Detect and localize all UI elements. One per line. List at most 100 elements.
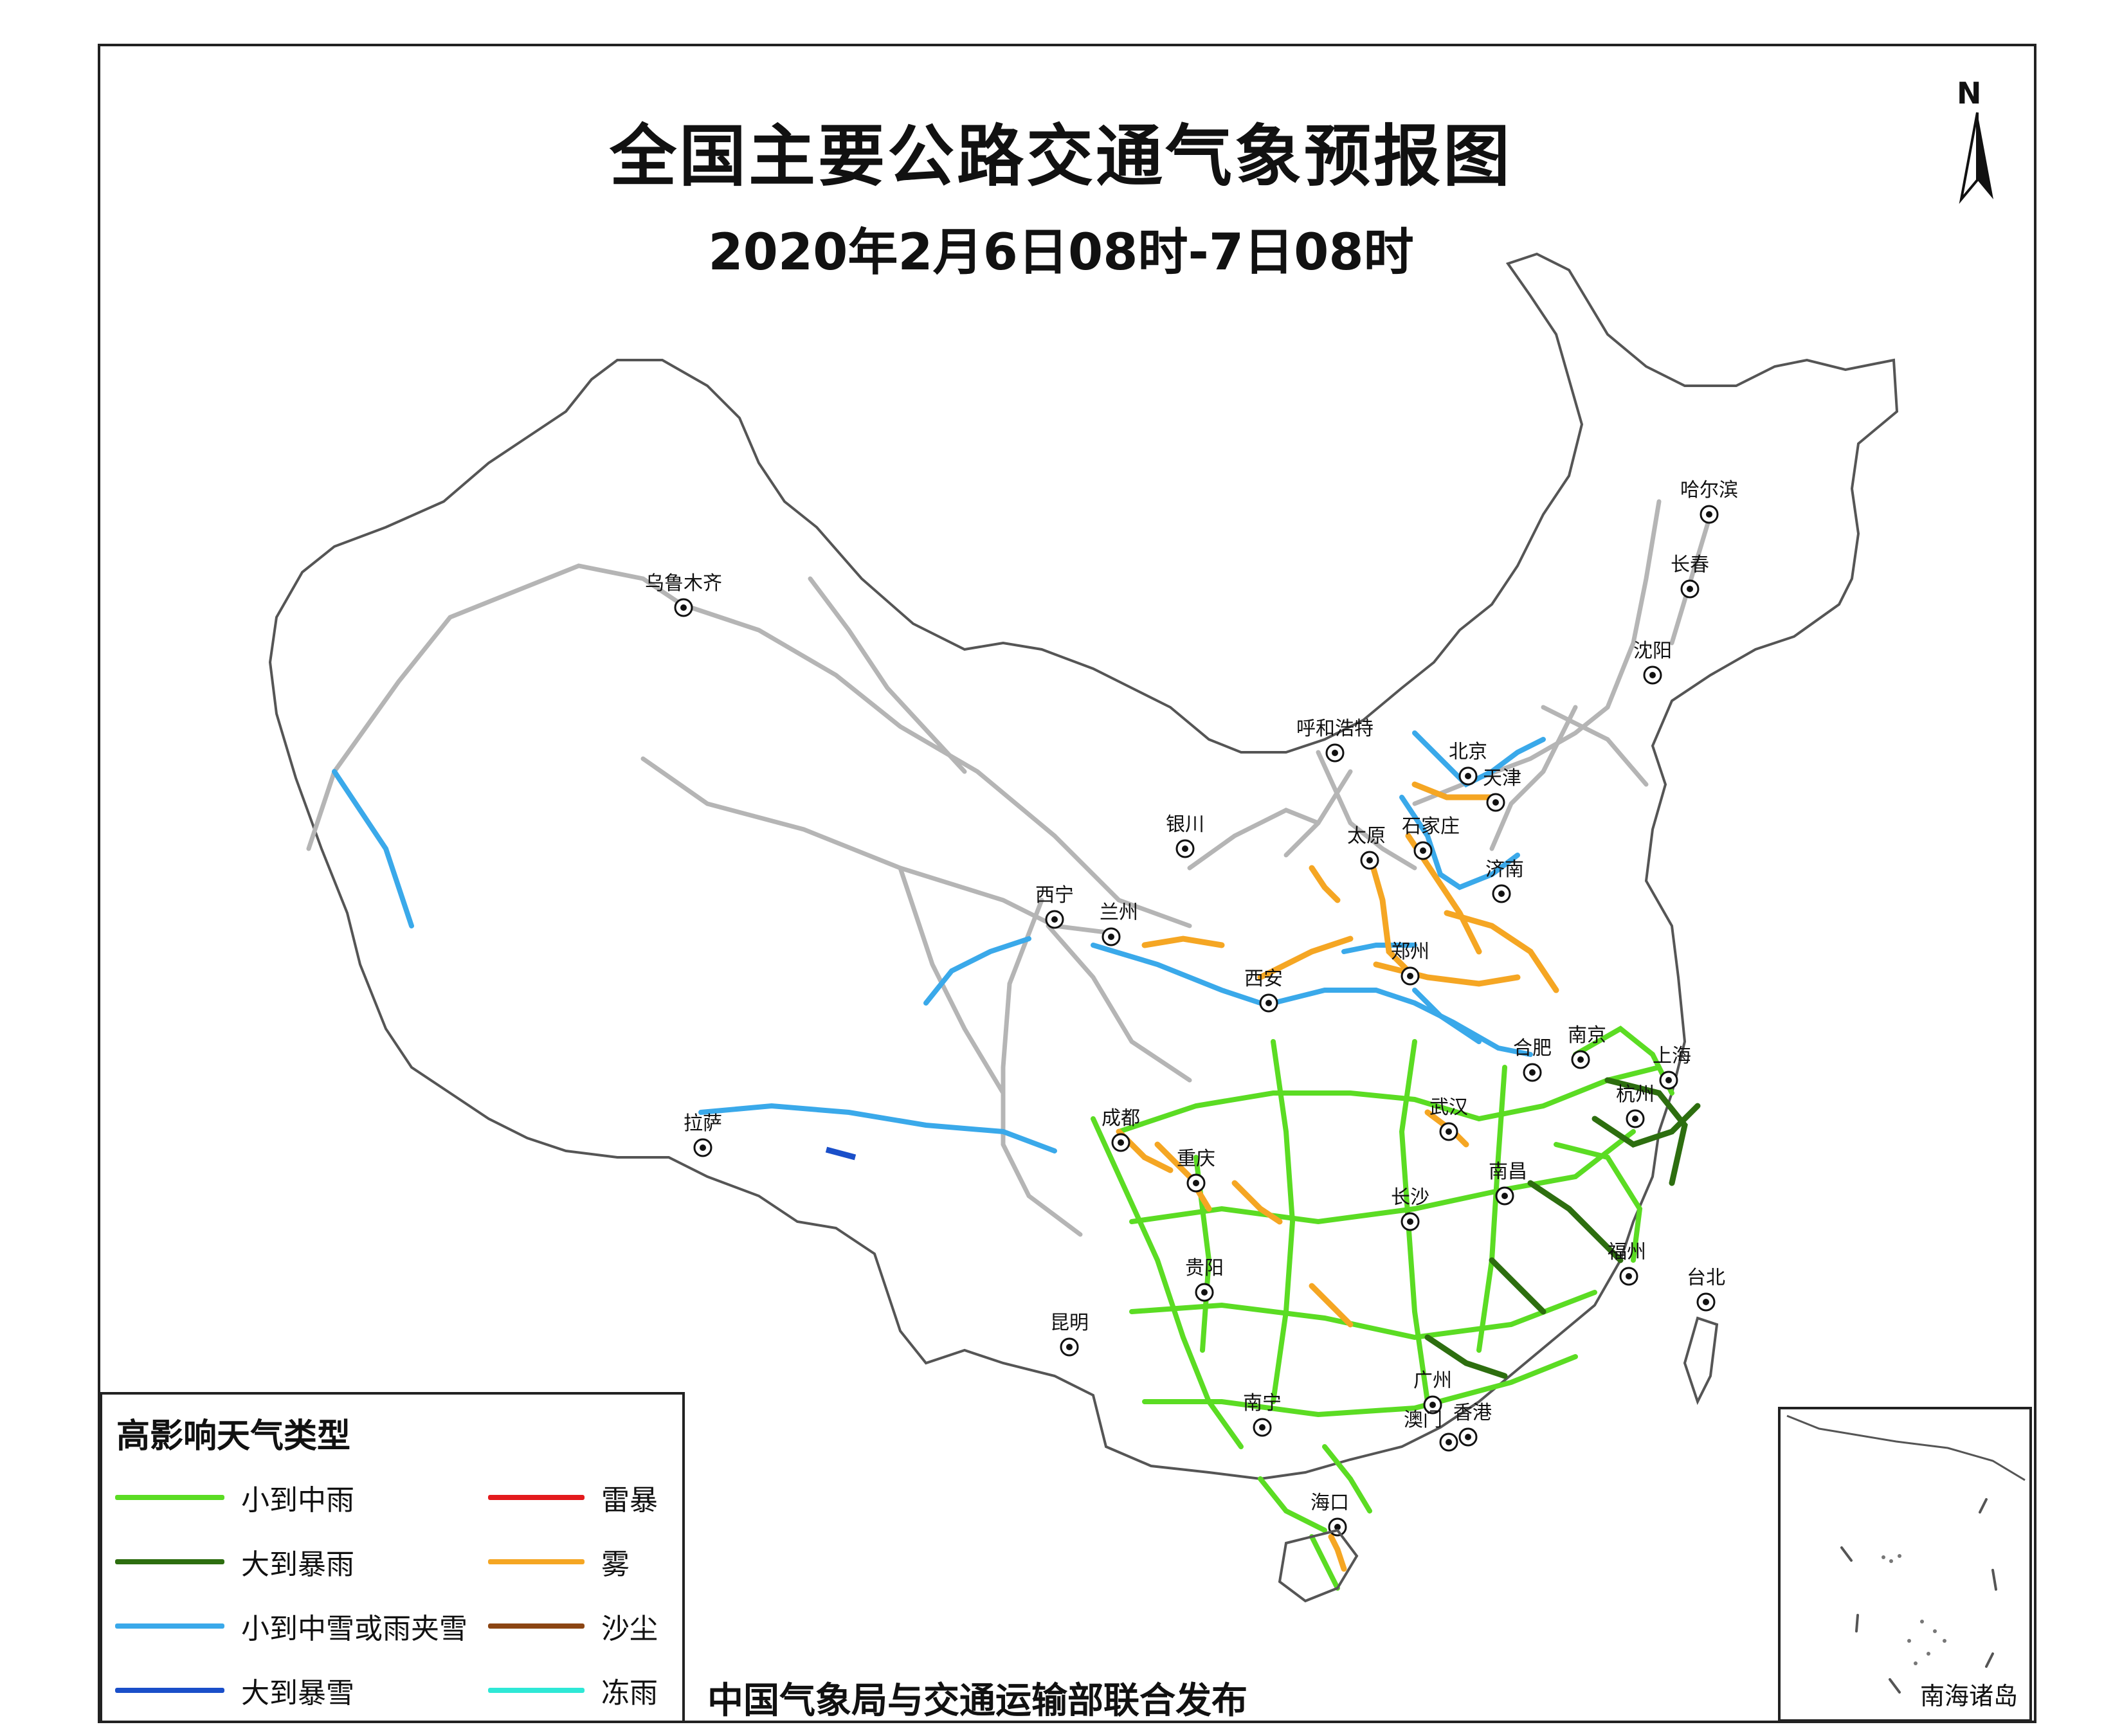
city-chongqing: 重庆 (1177, 1148, 1215, 1193)
city-label: 哈尔滨 (1680, 479, 1738, 502)
city-shenyang: 沈阳 (1633, 640, 1672, 685)
city-xian: 西安 (1244, 968, 1283, 1013)
city-label: 南宁 (1243, 1392, 1282, 1415)
road-network (306, 499, 1713, 1237)
legend-title: 高影响天气类型 (116, 1417, 351, 1456)
legend-item-thunderstorm: 雷暴 (488, 1478, 658, 1517)
city-label: 呼和浩特 (1296, 718, 1374, 740)
legend-label: 冻雨 (601, 1677, 658, 1710)
legend-label: 小到中雨 (241, 1484, 354, 1517)
inset-label: 南海诸岛 (1919, 1682, 2018, 1710)
city-taipei: 台北 (1687, 1267, 1725, 1312)
legend-label: 小到中雪或雨夹雪 (241, 1613, 467, 1645)
publisher-credit: 中国气象局与交通运输部联合发布 (707, 1680, 1247, 1722)
map-title: 全国主要公路交通气象预报图 (609, 117, 1512, 195)
city-label: 长春 (1671, 554, 1709, 576)
map-subtitle: 2020年2月6日08时-7日08时 (708, 224, 1414, 282)
city-fuzhou: 福州 (1608, 1241, 1646, 1286)
legend-item-dust: 沙尘 (488, 1607, 658, 1645)
snow-routes (332, 730, 1546, 1153)
city-label: 乌鲁木齐 (645, 572, 722, 595)
city-label: 广州 (1413, 1370, 1452, 1392)
city-label: 香港 (1453, 1402, 1492, 1424)
city-macau: 澳门 (1404, 1409, 1458, 1452)
heavy-rain-routes (1424, 1077, 1701, 1379)
legend-item-light-rain: 小到中雨 (115, 1478, 354, 1517)
city-jinan: 济南 (1485, 858, 1524, 903)
legend-swatch (488, 1688, 585, 1693)
city-kunming: 昆明 (1050, 1312, 1089, 1357)
legend-label: 大到暴雨 (241, 1548, 354, 1581)
city-changsha: 长沙 (1391, 1186, 1429, 1231)
legend-item-freezing-rain: 冻雨 (488, 1671, 658, 1710)
legend-swatch (115, 1623, 224, 1629)
city-taiyuan: 太原 (1347, 825, 1386, 870)
city-label: 太原 (1347, 825, 1386, 847)
legend-item-heavy-rain: 大到暴雨 (115, 1542, 354, 1581)
city-xining: 西宁 (1035, 884, 1074, 929)
city-label: 济南 (1485, 858, 1524, 881)
north-arrow-label: N (1957, 76, 1982, 111)
city-label: 南京 (1568, 1024, 1606, 1047)
legend-item-heavy-snow: 大到暴雪 (115, 1671, 354, 1710)
city-label: 南昌 (1489, 1161, 1527, 1183)
city-label: 澳门 (1404, 1409, 1442, 1431)
legend-item-fog: 雾 (488, 1542, 630, 1581)
city-tianjin: 天津 (1483, 767, 1521, 812)
taiwan-outline (1683, 1316, 1719, 1406)
city-guangzhou: 广州 (1413, 1370, 1452, 1415)
city-label: 西宁 (1035, 884, 1074, 907)
china-outline (268, 252, 1899, 1481)
city-label: 贵阳 (1185, 1257, 1224, 1279)
city-label: 海口 (1310, 1492, 1349, 1514)
city-nanchang: 南昌 (1489, 1161, 1527, 1206)
legend: 高影响天气类型 小到中雨 大到暴雨 小到中雪或雨夹雪 大到暴雪 雷暴 雾 沙尘 … (100, 1392, 685, 1723)
south-china-sea-inset: 南海诸岛 (1778, 1407, 2032, 1722)
heavy-snow-route (825, 1146, 857, 1161)
city-label: 石家庄 (1402, 815, 1460, 838)
city-hohhot: 呼和浩特 (1296, 718, 1374, 763)
city-hefei: 合肥 (1513, 1037, 1552, 1082)
legend-swatch (488, 1559, 585, 1564)
hainan-outline (1278, 1528, 1359, 1603)
city-changchun: 长春 (1671, 554, 1709, 599)
city-wuhan: 武汉 (1429, 1096, 1468, 1141)
city-label: 拉萨 (684, 1112, 722, 1135)
city-label: 昆明 (1050, 1312, 1089, 1334)
city-yinchuan: 银川 (1166, 813, 1204, 858)
legend-swatch (488, 1623, 585, 1629)
city-markers: 哈尔滨 长春 沈阳 乌鲁木齐 呼和浩特 北京 天津 银川 太原 石家庄 济南 西… (645, 479, 1738, 1537)
legend-label: 大到暴雪 (241, 1677, 354, 1710)
city-label: 西安 (1244, 968, 1283, 990)
city-label: 上海 (1653, 1045, 1691, 1067)
city-label: 沈阳 (1633, 640, 1672, 662)
city-nanjing: 南京 (1568, 1024, 1606, 1069)
city-label: 成都 (1102, 1107, 1140, 1130)
legend-label: 雾 (601, 1548, 630, 1581)
city-label: 北京 (1449, 741, 1487, 763)
legend-swatch (115, 1495, 224, 1500)
city-beijing: 北京 (1449, 741, 1487, 786)
city-label: 兰州 (1100, 901, 1138, 924)
city-shanghai: 上海 (1653, 1045, 1691, 1090)
legend-item-light-snow: 小到中雪或雨夹雪 (115, 1607, 467, 1645)
legend-label: 雷暴 (601, 1484, 658, 1517)
north-arrow-icon (1959, 112, 1993, 204)
city-label: 银川 (1166, 813, 1204, 836)
legend-swatch (115, 1688, 224, 1693)
city-label: 郑州 (1391, 941, 1429, 963)
rain-routes (1091, 1026, 1674, 1591)
city-shijiazhuang: 石家庄 (1402, 815, 1460, 860)
legend-swatch (488, 1495, 585, 1500)
city-harbin: 哈尔滨 (1680, 479, 1738, 524)
city-lhasa: 拉萨 (684, 1112, 722, 1157)
city-chengdu: 成都 (1102, 1107, 1140, 1152)
city-urumqi: 乌鲁木齐 (645, 572, 722, 617)
city-label: 合肥 (1513, 1037, 1552, 1060)
city-label: 武汉 (1429, 1096, 1468, 1119)
city-lanzhou: 兰州 (1100, 901, 1138, 946)
city-hangzhou: 杭州 (1616, 1083, 1655, 1128)
city-label: 天津 (1483, 767, 1521, 790)
city-label: 重庆 (1177, 1148, 1215, 1170)
